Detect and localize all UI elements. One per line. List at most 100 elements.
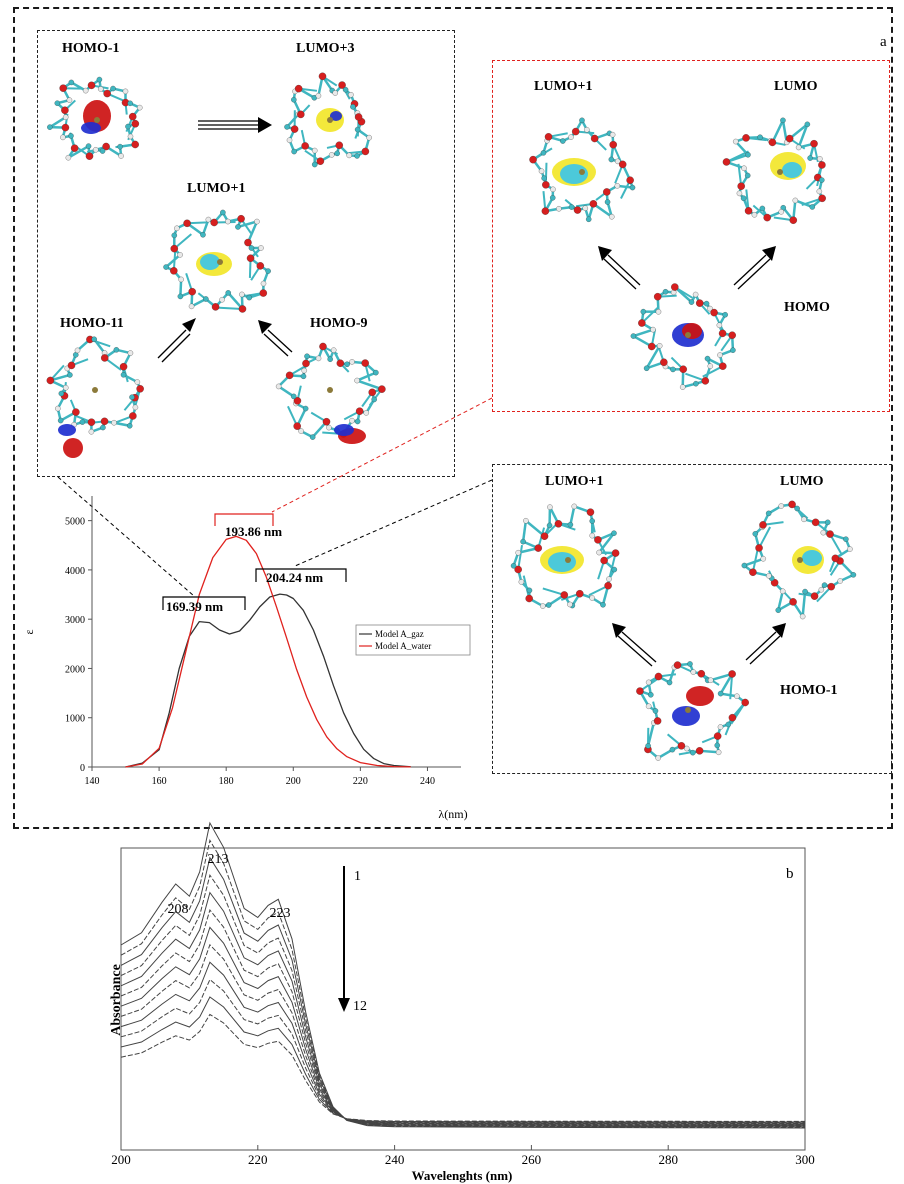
peak-bracket-204 [255, 568, 347, 582]
chart-a-legend: Model A_gaz Model A_water [355, 624, 471, 656]
transition-arrow-homo1-lumo3 [198, 117, 272, 133]
chart-b-xtick-label: 300 [795, 1152, 815, 1167]
orbital-label-lumo-3: LUMO+3 [296, 41, 355, 56]
orbital-lobe [672, 706, 700, 726]
orbital-label-homo-11: HOMO-11 [60, 316, 124, 331]
molecule-5 [275, 342, 386, 444]
chart-b-series-5 [120, 891, 806, 1127]
chart-a-xtick-label: 200 [286, 776, 301, 787]
arrow-label-1: 1 [354, 869, 361, 884]
panel-a-tag: a [880, 34, 887, 50]
orbital-label-bottom-lumo-1: LUMO+1 [545, 474, 604, 489]
orbital-label-red-lumo-1: LUMO+1 [534, 79, 593, 94]
orbital-lobe [548, 552, 576, 572]
orbital-overlay: HOMO-1 LUMO+3 LUMO+1 HOMO-11 HOMO-9 LUMO… [46, 41, 857, 761]
chart-a-xtick-label: 180 [219, 776, 234, 787]
chart-b-series-4 [120, 874, 806, 1127]
peak-bracket-193 [214, 513, 274, 526]
chart-a-xtick-label: 160 [152, 776, 167, 787]
chart-b-series-12 [120, 1013, 806, 1122]
orbital-box-bottom [492, 464, 892, 774]
chart-b-series-1 [120, 821, 806, 1129]
chart-a-series-gaz [125, 593, 411, 768]
chart-b-xtick-label: 200 [111, 1152, 131, 1167]
chart-b-series-9 [120, 961, 806, 1124]
chart-a-xtick-label: 220 [353, 776, 368, 787]
orbital-label-red-lumo: LUMO [774, 79, 818, 94]
molecule-2 [284, 72, 372, 168]
orbital-label-bottom-homo-1: HOMO-1 [780, 683, 838, 698]
molecule-1 [47, 76, 143, 161]
chart-b-series-2 [120, 839, 806, 1128]
legend-water: Model A_water [375, 641, 431, 651]
peak-bracket-169 [162, 596, 246, 610]
chart-b-series-6 [120, 908, 806, 1126]
transition-arrow-bottom-homo1-lumo1 [612, 623, 657, 667]
chart-a-xtick-label: 140 [85, 776, 100, 787]
molecule-9 [510, 503, 620, 609]
peak-label-169: 169.39 nm [166, 599, 223, 614]
orbital-label-homo-1: HOMO-1 [62, 41, 120, 56]
molecule-4 [46, 335, 144, 458]
chart-b-series-10 [120, 978, 806, 1124]
transition-arrow-homo-lumo [733, 246, 776, 290]
molecule-group [46, 72, 857, 761]
chart-a-ytick-label: 5000 [65, 517, 85, 528]
connector-peak-193 [271, 397, 493, 513]
transition-arrow-homo9-lumo1 [258, 320, 293, 357]
chart-b-series-11 [120, 996, 806, 1123]
molecule-8 [630, 283, 736, 390]
series-order-arrow [338, 866, 350, 1012]
chart-b-xtick-label: 260 [522, 1152, 542, 1167]
orbital-lobe [200, 254, 220, 270]
orbital-label-bottom-lumo: LUMO [780, 474, 824, 489]
orbital-label-red-homo: HOMO [784, 300, 830, 315]
molecule-3 [163, 209, 271, 313]
molecule-7 [722, 117, 826, 224]
peak-label-208: 208 [168, 902, 189, 917]
orbital-lobe [330, 111, 342, 121]
legend-gas: Model A_gaz [375, 629, 424, 639]
chart-a-ytick-label: 1000 [65, 714, 85, 725]
transition-arrow-homo-lumo1 [598, 246, 641, 290]
chart-b-xtick-label: 220 [248, 1152, 268, 1167]
connector-peak-204 [294, 479, 493, 567]
orbital-lobe [81, 122, 101, 134]
arrow-label-12: 12 [353, 999, 367, 1014]
chart-a-ytick-label: 0 [80, 763, 85, 774]
chart-b-series-8 [120, 943, 806, 1125]
orbital-label-lumo-1: LUMO+1 [187, 181, 246, 196]
transition-arrow-homo11-lumo1 [157, 318, 196, 363]
chart-b-xlabel: Wavelenghts (nm) [412, 1168, 513, 1183]
chart-a-ylabel: ε [22, 629, 36, 634]
orbital-lobe [560, 164, 588, 184]
chart-b-series-3 [120, 856, 806, 1128]
chart-b-xtick-label: 240 [385, 1152, 405, 1167]
orbital-lobe [782, 162, 802, 178]
orbital-lobe [58, 424, 76, 436]
peak-label-193: 193.86 nm [225, 524, 282, 539]
connector-peak-169 [57, 476, 195, 597]
orbital-lobe [63, 438, 83, 458]
orbital-box-red [492, 60, 890, 412]
chart-a: 140 160 180 200 220 240010002000300040005000 … [22, 496, 471, 821]
panel-b-tag: b [786, 866, 794, 882]
molecule-6 [529, 117, 636, 223]
peak-label-213: 213 [208, 852, 229, 867]
peak-label-223: 223 [270, 906, 291, 921]
orbital-box-left [37, 30, 455, 477]
chart-b-series-7 [120, 926, 806, 1125]
orbital-lobe [686, 686, 714, 706]
chart-a-xlabel: λ(nm) [438, 807, 467, 821]
orbital-lobe [334, 424, 354, 436]
chart-a-ytick-label: 4000 [65, 566, 85, 577]
panel-a-frame [13, 7, 893, 829]
orbital-lobe [802, 550, 822, 566]
peak-label-204: 204.24 nm [266, 570, 323, 585]
molecule-10 [741, 500, 857, 620]
transition-arrow-bottom-homo1-lumo [745, 623, 786, 665]
chart-b-xtick-label: 280 [658, 1152, 678, 1167]
chart-a-ytick-label: 2000 [65, 664, 85, 675]
chart-b-frame [120, 847, 806, 1151]
